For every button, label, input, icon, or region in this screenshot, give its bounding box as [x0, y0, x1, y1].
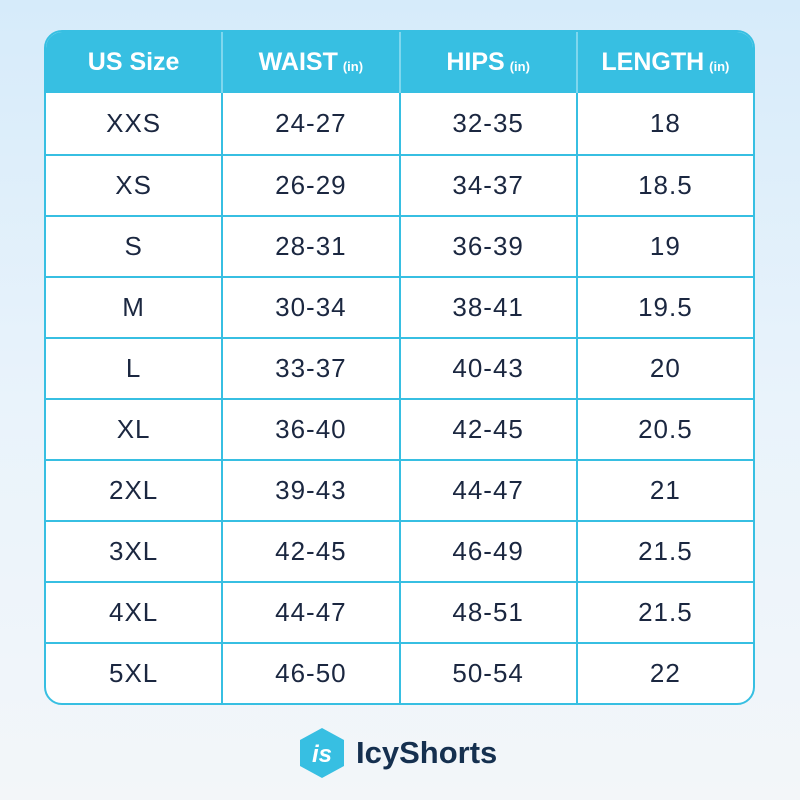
table-cell: 20 — [575, 339, 753, 398]
table-cell: 36-39 — [398, 217, 576, 276]
table-cell: 18 — [575, 93, 753, 154]
column-header: WAIST (in) — [221, 32, 398, 93]
table-cell: 4XL — [108, 597, 159, 627]
table-cell: 2XL — [108, 475, 159, 505]
icyshorts-logo-icon: is — [300, 728, 344, 778]
column-header: LENGTH (in) — [575, 32, 753, 93]
svg-text:is: is — [312, 741, 332, 768]
table-cell: 33-37 — [221, 339, 398, 398]
table-cell: 21.5 — [575, 583, 753, 642]
column-header-label: HIPS — [446, 48, 505, 76]
table-cell: XS — [115, 170, 152, 200]
table-cell: S — [124, 231, 143, 261]
table-cell: M — [122, 292, 145, 322]
table-cell: 38-41 — [398, 278, 576, 337]
table-cell: 21 — [575, 461, 753, 520]
table-row: 3XL 42-45 46-49 21.5 — [46, 520, 753, 581]
table-row: XXS 24-27 32-35 18 — [46, 93, 753, 154]
table-cell: L — [125, 353, 142, 383]
table-row: XL 36-40 42-45 20.5 — [46, 398, 753, 459]
column-header-label: WAIST — [258, 48, 338, 76]
table-row: 2XL 39-43 44-47 21 — [46, 459, 753, 520]
column-header-label: LENGTH — [601, 48, 705, 76]
table-cell: 36-40 — [221, 400, 398, 459]
table-cell: 19.5 — [575, 278, 753, 337]
table-row: 4XL 44-47 48-51 21.5 — [46, 581, 753, 642]
table-cell: 39-43 — [221, 461, 398, 520]
column-header: HIPS (in) — [398, 32, 576, 93]
table-cell: 18.5 — [575, 156, 753, 215]
table-cell: 5XL — [108, 658, 159, 688]
column-header-unit: (in) — [709, 59, 730, 74]
table-cell: 24-27 — [221, 93, 398, 154]
table-cell: 46-50 — [221, 644, 398, 703]
table-cell: 3XL — [108, 536, 159, 566]
table-cell: XL — [116, 414, 151, 444]
table-cell: 19 — [575, 217, 753, 276]
table-cell: 44-47 — [221, 583, 398, 642]
column-header: US Size — [46, 32, 221, 93]
table-cell: 22 — [575, 644, 753, 703]
table-row: M 30-34 38-41 19.5 — [46, 276, 753, 337]
table-header: US Size WAIST (in) HIPS (in) LENGTH (in) — [46, 32, 753, 93]
brand-name: IcyShorts — [356, 735, 498, 770]
table-cell: 48-51 — [398, 583, 576, 642]
size-chart-table: US Size WAIST (in) HIPS (in) LENGTH (in) XXS 24… — [44, 30, 755, 705]
table-row: S 28-31 36-39 19 — [46, 215, 753, 276]
table-row: XS 26-29 34-37 18.5 — [46, 154, 753, 215]
table-cell: 34-37 — [398, 156, 576, 215]
table-row: L 33-37 40-43 20 — [46, 337, 753, 398]
table-cell: 26-29 — [221, 156, 398, 215]
table-row: 5XL 46-50 50-54 22 — [46, 642, 753, 703]
table-cell: 44-47 — [398, 461, 576, 520]
table-cell: 28-31 — [221, 217, 398, 276]
table-cell: 50-54 — [398, 644, 576, 703]
table-cell: 21.5 — [575, 522, 753, 581]
table-cell: 40-43 — [398, 339, 576, 398]
table-cell: 30-34 — [221, 278, 398, 337]
table-cell: 20.5 — [575, 400, 753, 459]
brand-logo: is IcyShorts — [298, 727, 497, 779]
table-cell: 32-35 — [398, 93, 576, 154]
table-cell: 42-45 — [398, 400, 576, 459]
table-cell: 42-45 — [221, 522, 398, 581]
table-cell: 46-49 — [398, 522, 576, 581]
table-cell: XXS — [106, 108, 162, 138]
column-header-unit: (in) — [509, 59, 530, 74]
column-header-unit: (in) — [342, 59, 364, 74]
column-header-label: US Size — [87, 48, 180, 76]
